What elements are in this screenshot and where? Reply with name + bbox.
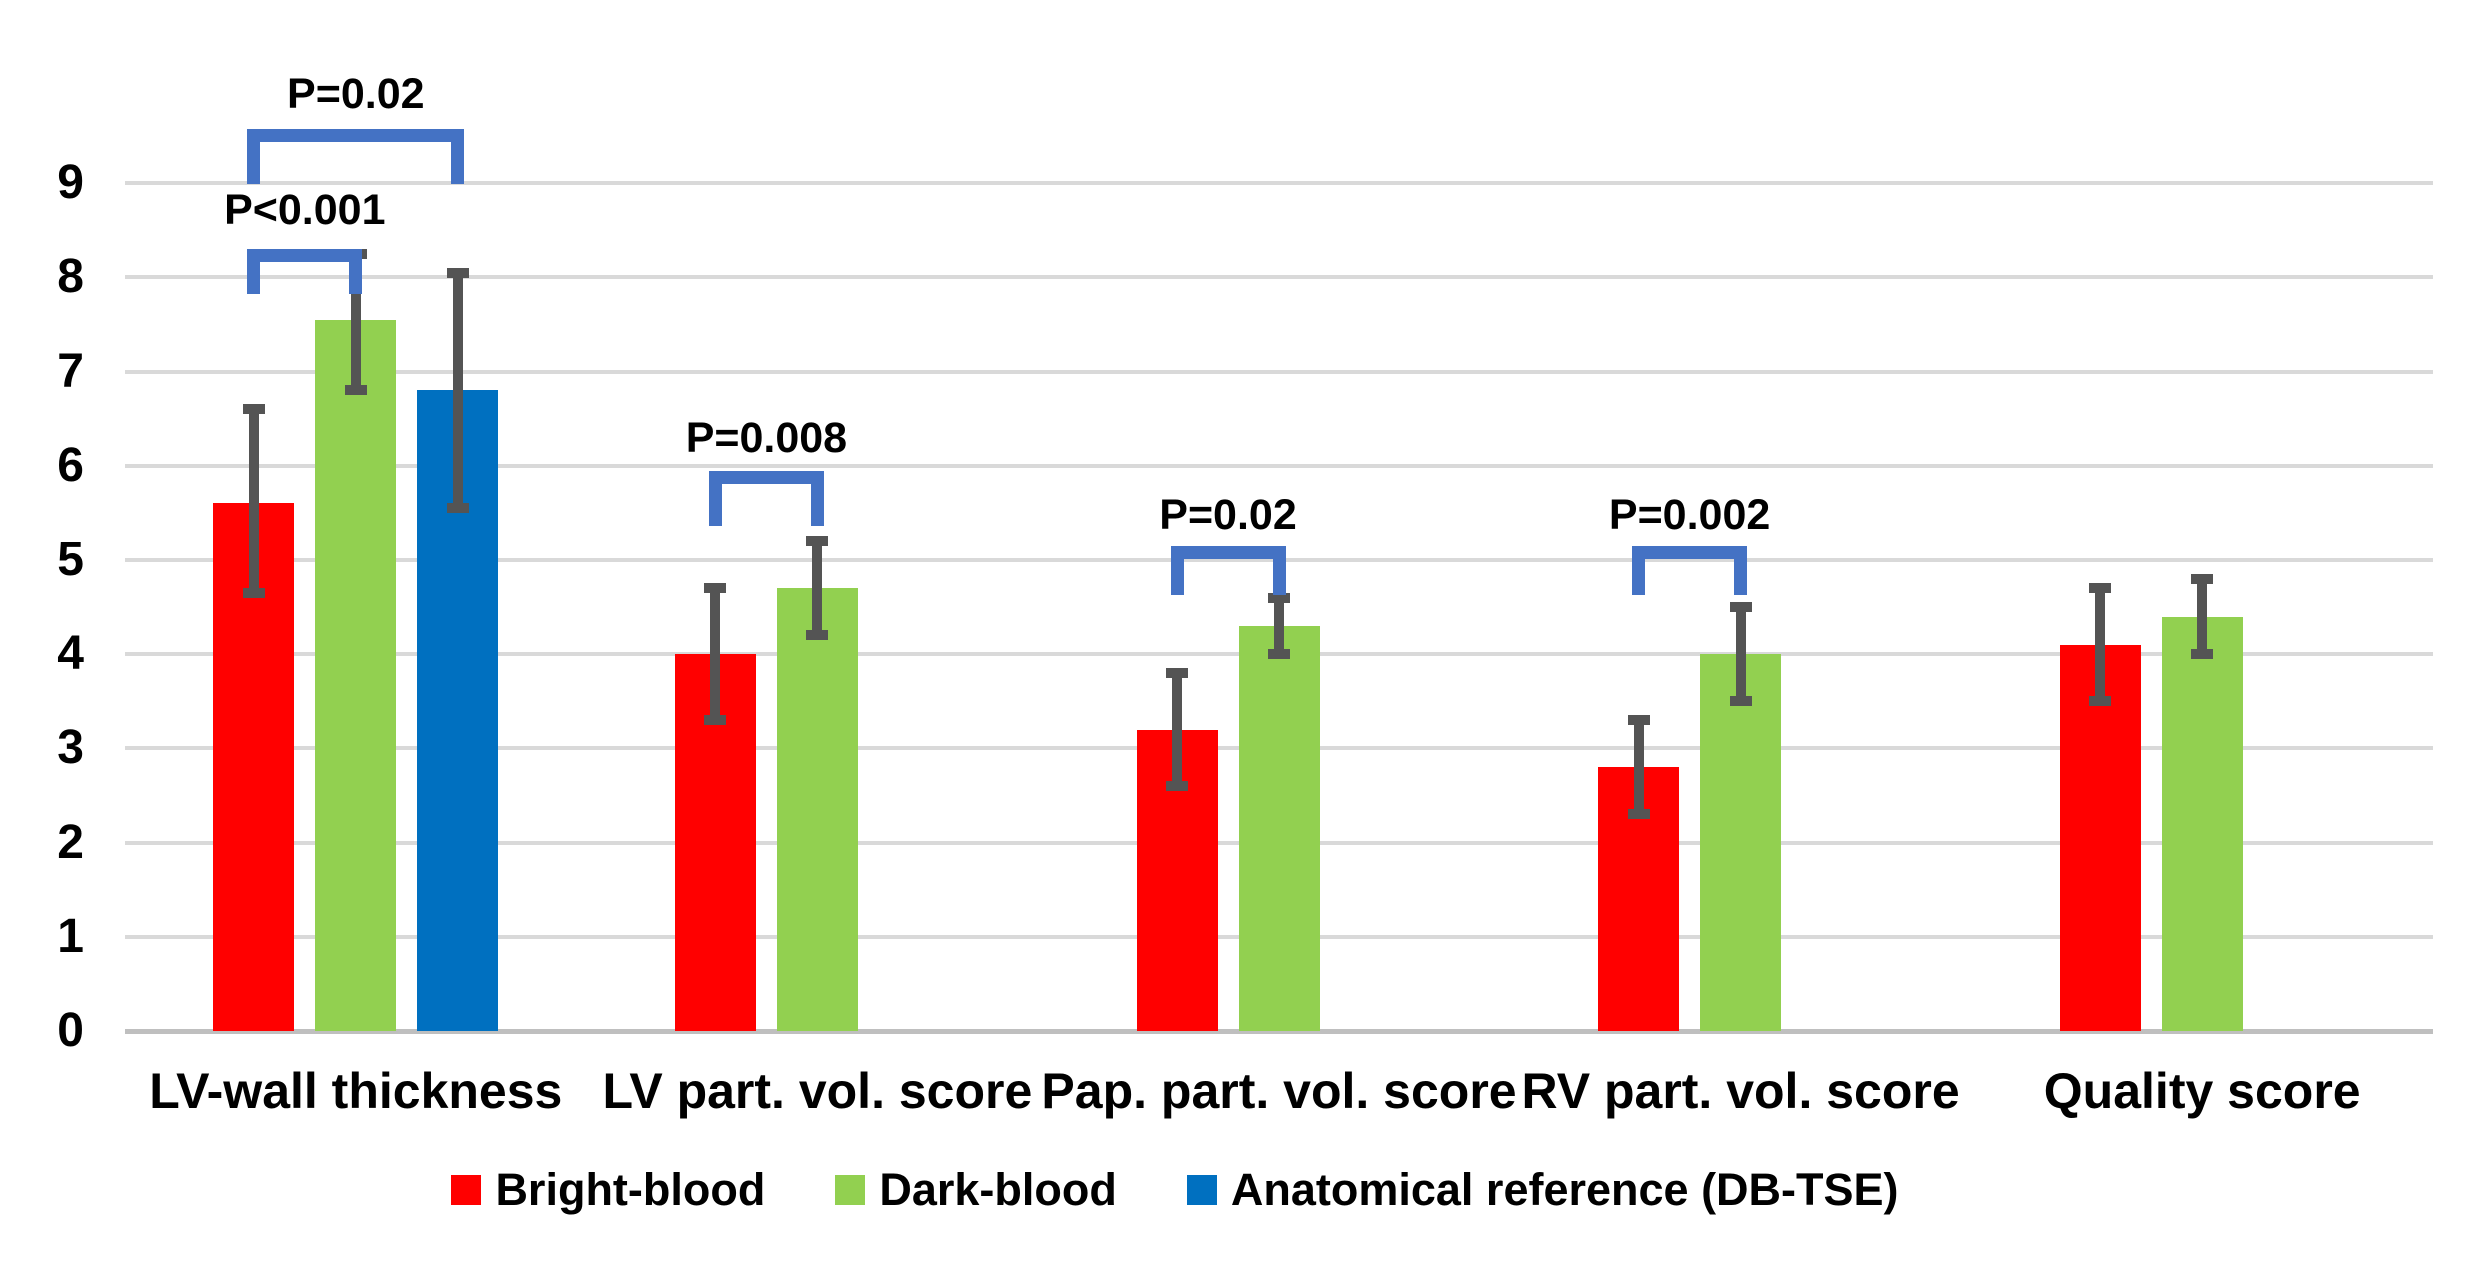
significance-bracket-3 [1170,545,1286,595]
error-bar-cap-bottom [2191,649,2214,660]
error-bar-line [710,588,721,721]
error-bar-line [1274,597,1284,655]
significance-bracket-1 [247,249,363,295]
chart-legend: Bright-blood Dark-blood Anatomical refer… [0,1164,2350,1216]
p-value-label-3: P=0.02 [1159,490,1297,539]
legend-swatch-anatomical-reference [1186,1175,1217,1205]
y-axis-tick-label-5: 5 [57,533,84,586]
error-bar-cap-top [806,536,829,547]
y-axis-tick-label-1: 1 [57,909,84,963]
error-bar-cap-top [1729,602,1752,613]
error-bar-line [1633,720,1644,815]
error-bar-line [2095,588,2106,702]
error-bar-line [2197,578,2208,655]
error-bar-cap-bottom [446,503,469,514]
y-axis-tick-label-9: 9 [57,156,84,210]
error-bar-cap-top [1627,715,1650,726]
legend-label-bright-blood: Bright-blood [495,1164,766,1215]
bar-dark-blood-4 [2161,616,2243,1031]
y-axis-tick-label-6: 6 [57,438,84,492]
error-bar-cap-top [2191,573,2214,584]
bar-bright-blood-4 [2059,644,2141,1031]
gridline-8 [125,275,2433,280]
error-bar-cap-bottom [1268,649,1290,660]
significance-bracket-2 [708,470,824,526]
category-label-3: RV part. vol. score [1521,1063,1960,1119]
error-bar-cap-bottom [806,630,829,641]
error-bar-cap-bottom [344,385,367,396]
category-label-2: Pap. part. vol. score [1041,1063,1517,1119]
gridline-7 [125,369,2433,374]
p-value-label-0: P=0.02 [287,69,425,118]
legend-swatch-dark-blood [835,1175,866,1205]
error-bar-cap-bottom [242,587,265,598]
error-bar-cap-top [1166,668,1188,679]
y-axis-tick-label-3: 3 [57,721,84,775]
significance-bracket-0 [247,128,465,184]
legend-label-anatomical-reference: Anatomical reference (DB-TSE) [1230,1164,1899,1215]
y-axis-tick-label-7: 7 [57,344,84,398]
legend-item-anatomical-reference: Anatomical reference (DB-TSE) [1186,1164,1899,1216]
y-axis-tick-label-4: 4 [57,627,84,681]
gridline-9 [125,181,2433,186]
error-bar-cap-bottom [1166,781,1188,792]
legend-label-dark-blood: Dark-blood [879,1164,1117,1215]
x-axis-line [125,1029,2433,1034]
bar-dark-blood-0 [315,319,397,1031]
error-bar-cap-top [446,267,469,278]
error-bar-cap-top [2089,583,2112,594]
y-axis-tick-label-0: 0 [57,1004,84,1057]
legend-swatch-bright-blood [451,1175,482,1205]
gridline-6 [125,463,2433,468]
category-label-0: LV-wall thickness [149,1063,563,1119]
error-bar-cap-bottom [2089,696,2112,707]
y-axis-tick-label-8: 8 [57,250,84,304]
significance-bracket-4 [1632,545,1748,595]
error-bar-line [812,541,823,636]
bar-dark-blood-1 [776,588,858,1031]
p-value-label-4: P=0.002 [1608,490,1771,539]
category-label-4: Quality score [2043,1063,2361,1119]
error-bar-cap-bottom [1627,809,1650,820]
legend-item-dark-blood: Dark-blood [835,1164,1117,1216]
error-bar-cap-top [242,404,265,415]
p-value-label-1: P<0.001 [224,185,386,234]
p-value-label-2: P=0.008 [685,413,848,462]
error-bar-cap-top [704,583,727,594]
y-axis-tick-label-2: 2 [57,815,84,869]
error-bar-line [1735,607,1746,702]
error-bar-line [350,253,361,391]
error-bar-cap-bottom [704,715,727,726]
legend-item-bright-blood: Bright-blood [451,1164,765,1216]
error-bar-cap-bottom [1729,696,1752,707]
error-bar-line [248,409,259,593]
bar-dark-blood-3 [1700,654,1782,1031]
error-bar-cap-top [1268,592,1290,603]
category-label-1: LV part. vol. score [602,1063,1033,1119]
bar-dark-blood-2 [1238,625,1320,1031]
error-bar-line [452,272,463,509]
error-bar-line [1172,673,1182,787]
